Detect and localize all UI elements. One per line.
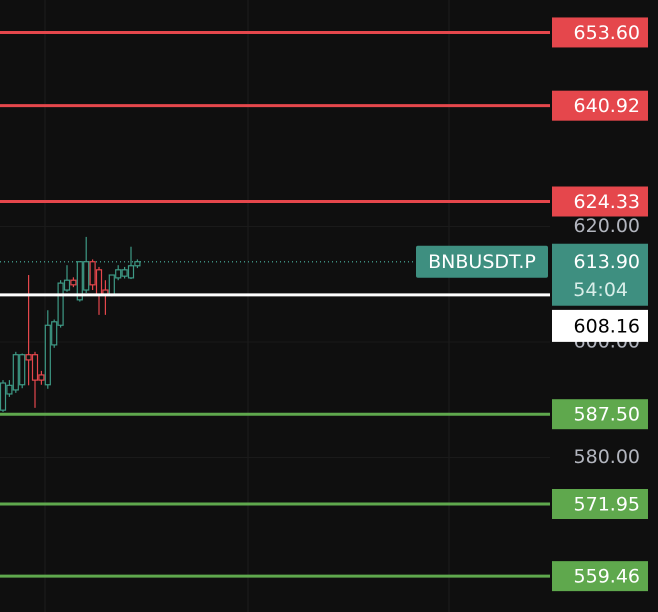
level-label: 559.46: [574, 566, 640, 588]
candle-body: [0, 382, 7, 411]
level-label-box: [552, 561, 648, 592]
last-price-box: [552, 243, 648, 306]
level-label: 624.33: [574, 191, 640, 213]
candle-body: [115, 269, 122, 279]
level-label: 653.60: [574, 22, 640, 44]
candle-body: [38, 374, 45, 381]
y-tick-label: 620.00: [574, 215, 640, 237]
level-label-box: [552, 399, 648, 430]
candle-body: [127, 265, 135, 279]
candle-body: [25, 354, 32, 361]
level-label-box: [552, 489, 648, 520]
symbol-label: BNBUSDT.P: [428, 251, 536, 273]
countdown-label: 54:04: [573, 279, 628, 301]
level-label: 587.50: [574, 404, 640, 426]
candle-body: [95, 269, 103, 296]
candle-body: [51, 321, 58, 346]
level-label-box: [552, 17, 648, 48]
candle-body: [70, 279, 77, 286]
last-price-label: 613.90: [574, 251, 640, 273]
candle-body: [57, 282, 64, 326]
level-label: 640.92: [574, 95, 640, 117]
symbol-box: [416, 245, 548, 278]
candle-body: [76, 261, 83, 301]
level-label-box: [552, 90, 648, 121]
candle-body: [121, 269, 128, 277]
candle-body: [134, 261, 141, 267]
candle-body: [44, 324, 51, 386]
candle-body: [83, 261, 90, 291]
candle-body: [6, 384, 13, 395]
reference-label-box: [552, 309, 648, 342]
level-label: 571.95: [574, 494, 640, 516]
candle-body: [12, 354, 19, 391]
candle-body: [19, 354, 26, 386]
y-tick-label: 580.00: [574, 446, 640, 468]
candle-body: [89, 261, 96, 286]
level-label-box: [552, 186, 648, 217]
reference-label: 608.16: [574, 315, 640, 337]
candle-body: [31, 354, 39, 381]
candle-body: [108, 274, 115, 296]
candle-body: [63, 279, 71, 291]
